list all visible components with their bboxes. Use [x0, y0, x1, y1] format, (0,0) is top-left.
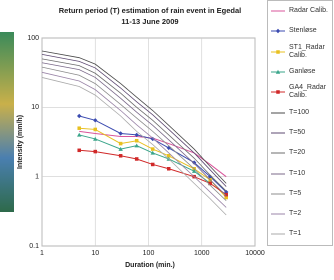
- legend-swatch: [270, 170, 286, 178]
- x-tick-label: 10: [91, 250, 99, 257]
- marker: [134, 143, 138, 147]
- legend-label: ST1_Radar Calib.: [289, 44, 332, 60]
- marker: [77, 114, 81, 118]
- marker: [93, 150, 97, 154]
- legend-label: Ganløse: [289, 68, 332, 76]
- marker: [276, 29, 280, 33]
- marker: [151, 137, 155, 141]
- legend-label: T=10: [289, 170, 332, 178]
- x-tick-label: 100: [143, 250, 155, 257]
- x-tick-label: 10000: [245, 250, 265, 257]
- legend-swatch: [270, 230, 286, 238]
- legend-item: T=2: [268, 204, 332, 224]
- marker: [276, 91, 280, 95]
- legend-item: T=5: [268, 184, 332, 204]
- marker: [93, 128, 97, 132]
- y-tick-label: 0.1: [29, 243, 39, 250]
- legend-swatch: [270, 109, 286, 117]
- y-tick-label: 1: [35, 174, 39, 181]
- series-line: [79, 135, 210, 183]
- x-tick-label: 1000: [194, 250, 210, 257]
- legend-label: T=100: [289, 109, 332, 117]
- legend-swatch: [270, 7, 286, 15]
- y-axis-label: Intensity (mm/h): [17, 115, 24, 169]
- legend-item: T=10: [268, 163, 332, 183]
- legend-item: Stenløse: [268, 21, 332, 41]
- series-line: [42, 51, 226, 183]
- legend-swatch: [270, 68, 286, 76]
- marker: [151, 147, 155, 151]
- legend-swatch: [270, 27, 286, 35]
- legend-label: Stenløse: [289, 27, 332, 35]
- legend-swatch: [270, 129, 286, 137]
- legend-swatch: [270, 88, 286, 96]
- legend-item: ST1_Radar Calib.: [268, 42, 332, 62]
- marker: [118, 131, 122, 135]
- legend-swatch: [270, 190, 286, 198]
- marker: [276, 50, 280, 54]
- legend-label: T=5: [289, 190, 332, 198]
- marker: [135, 157, 139, 161]
- map-thumbnail: [0, 32, 14, 212]
- y-tick-label: 100: [27, 35, 39, 42]
- legend-item: T=20: [268, 143, 332, 163]
- legend-item: GA4_Radar Calib.: [268, 82, 332, 102]
- x-axis-label: Duration (min.): [125, 262, 175, 269]
- legend-item: Ganløse: [268, 62, 332, 82]
- y-tick-label: 10: [31, 104, 39, 111]
- marker: [167, 146, 171, 150]
- legend-label: T=2: [289, 210, 332, 218]
- marker: [93, 118, 97, 122]
- page: {"chart_data": {"type": "line", "title":…: [0, 0, 334, 275]
- legend-swatch: [270, 48, 286, 56]
- legend: Radar Calib. Stenløse ST1_Radar Calib. Ganl…: [267, 0, 333, 246]
- marker: [167, 167, 171, 171]
- chart-title: Return period (T) estimation of rain eve…: [59, 6, 242, 15]
- legend-item: T=1: [268, 224, 332, 244]
- marker: [77, 126, 81, 130]
- chart-subtitle: 11-13 June 2009: [121, 17, 178, 26]
- legend-item: T=50: [268, 123, 332, 143]
- marker: [119, 154, 123, 158]
- legend-swatch: [270, 210, 286, 218]
- marker: [119, 142, 123, 146]
- legend-label: T=1: [289, 230, 332, 238]
- legend-label: GA4_Radar Calib.: [289, 84, 332, 100]
- marker: [151, 163, 155, 167]
- legend-item: Radar Calib.: [268, 1, 332, 21]
- marker: [135, 139, 139, 143]
- chart: Return period (T) estimation of rain eve…: [0, 0, 267, 275]
- legend-swatch: [270, 149, 286, 157]
- marker: [77, 133, 81, 137]
- legend-label: Radar Calib.: [289, 7, 332, 15]
- legend-label: T=50: [289, 129, 332, 137]
- legend-item: T=100: [268, 102, 332, 122]
- marker: [77, 149, 81, 153]
- x-tick-label: 1: [40, 250, 44, 257]
- legend-label: T=20: [289, 149, 332, 157]
- series-line: [79, 150, 226, 194]
